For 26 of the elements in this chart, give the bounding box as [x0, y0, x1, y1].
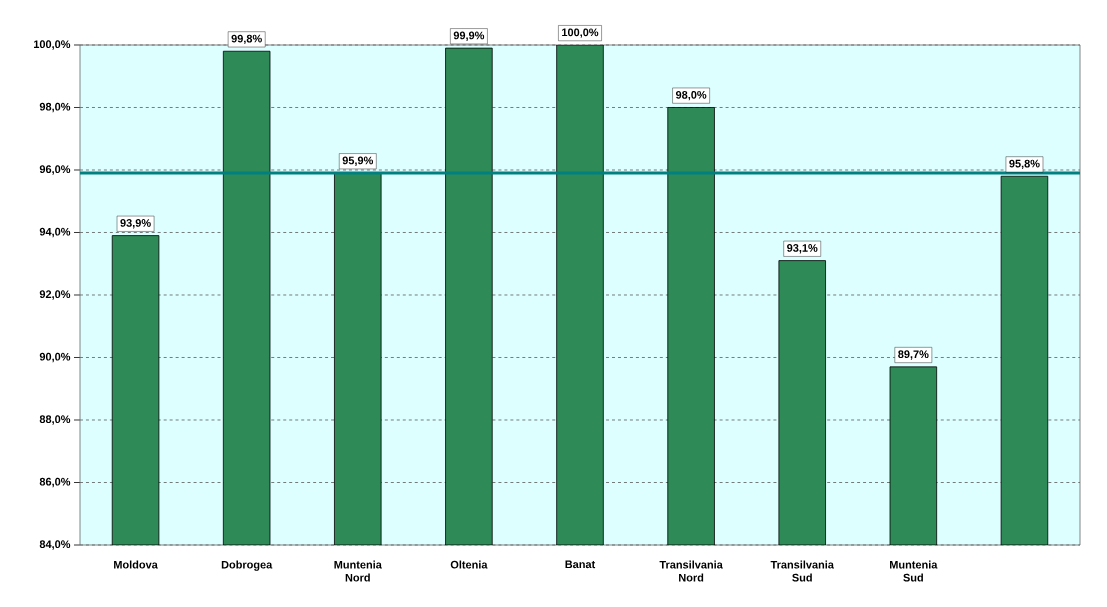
data-label: 89,7%	[898, 350, 929, 360]
y-tick-label: 96,0%	[39, 165, 71, 175]
y-tick-label: 84,0%	[39, 540, 71, 550]
data-label: 99,8%	[231, 34, 262, 45]
y-tick-label: 100,0%	[34, 40, 71, 50]
data-label: 93,9%	[120, 219, 151, 229]
y-tick-label: 90,0%	[39, 352, 71, 363]
x-tick-label: Oltenia	[450, 560, 488, 569]
y-tick-label: 86,0%	[39, 477, 71, 488]
x-tick-label: Muntenia Nord	[334, 560, 382, 582]
data-label: 93,1%	[787, 244, 818, 254]
x-tick-label: Transilvania Nord	[659, 560, 723, 582]
data-label: 99,9%	[453, 31, 485, 41]
y-tick-label: 92,0%	[39, 290, 71, 300]
x-tick-label: Moldova	[114, 560, 158, 569]
y-tick-label: 94,0%	[39, 227, 71, 238]
y-tick-label: 88,0%	[39, 415, 71, 425]
data-label: 98,0%	[675, 90, 707, 101]
x-tick-label: Muntenia Sud	[890, 560, 938, 582]
y-tick-label: 98,0%	[39, 102, 71, 113]
data-label: 95,9%	[342, 156, 374, 166]
data-label: 95,8%	[1009, 159, 1040, 170]
x-tick-label: Transilvania Sud	[770, 560, 834, 582]
x-tick-label: Dobrogea	[221, 560, 273, 571]
x-tick-label: Banat	[565, 560, 596, 569]
data-label: 100,0%	[562, 28, 599, 38]
